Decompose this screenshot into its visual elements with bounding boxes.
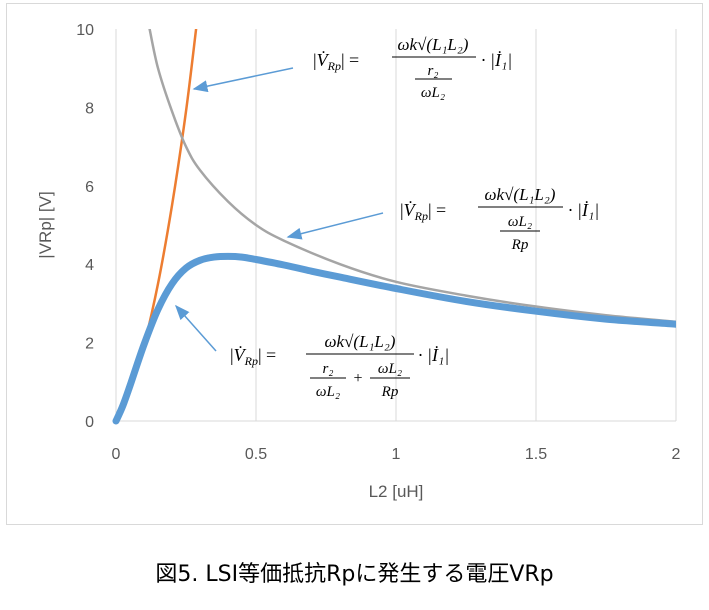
formula-orange-lhs: |V̇Rp| = — [313, 49, 359, 73]
y-tick-label: 10 — [76, 22, 94, 39]
formula-gray-numerator: ωk√(L₁L₂) — [485, 185, 556, 204]
formula-orange: |V̇Rp| = ωk√(L₁L₂) r₂ ωL₂ · |İ₁| — [313, 35, 512, 101]
formula-orange-factor: · |İ₁| — [481, 50, 512, 70]
formula-blue-den-a-bottom: ωL₂ — [316, 384, 340, 400]
y-axis-title: |VRp| [V] — [36, 191, 55, 258]
formula-gray-den-top: ωL₂ — [508, 214, 532, 230]
formula-blue-den-a-top: r₂ — [322, 361, 333, 377]
annotation-arrow-blue — [175, 304, 217, 352]
y-tick-label: 6 — [85, 179, 94, 196]
formula-blue-plus: + — [353, 370, 362, 387]
series-line-1 — [114, 29, 198, 423]
x-tick-label: 2 — [672, 446, 681, 463]
x-tick-label: 0.5 — [245, 446, 267, 463]
axis-layer: 0 0.5 1 1.5 2 0 2 4 6 8 10 — [76, 22, 680, 463]
x-tick-label: 1.5 — [525, 446, 547, 463]
y-tick-label: 2 — [85, 336, 94, 353]
x-tick-label: 0 — [112, 446, 121, 463]
y-tick-label: 0 — [85, 414, 94, 431]
x-axis-title: L2 [uH] — [369, 482, 424, 501]
annotation-arrow-orange — [192, 67, 294, 93]
series-line-3 — [112, 252, 676, 425]
formula-blue-factor: · |İ₁| — [418, 345, 449, 365]
formula-blue-lhs: |V̇Rp| = — [230, 344, 276, 368]
series-layer — [112, 29, 676, 425]
chart-svg: 0 0.5 1 1.5 2 0 2 4 6 8 10 L2 [uH] |VRp| [V] |V̇Rp… — [36, 22, 681, 501]
formula-blue: |V̇Rp| = ωk√(L₁L₂) r₂ ωL₂ + ωL₂ Rp · |İ₁… — [230, 332, 449, 400]
formula-orange-numerator: ωk√(L₁L₂) — [398, 35, 469, 54]
formula-blue-den-b-bottom: Rp — [381, 384, 399, 400]
formula-orange-den-bottom: ωL₂ — [421, 85, 445, 101]
formula-blue-numerator: ωk√(L₁L₂) — [325, 332, 396, 351]
figure-caption: 図5. LSI等価抵抗Rpに発生する電圧VRp — [155, 562, 554, 587]
chart-frame — [6, 3, 703, 525]
formula-gray: |V̇Rp| = ωk√(L₁L₂) ωL₂ Rp · |İ₁| — [400, 185, 599, 253]
formula-orange-den-top: r₂ — [427, 63, 438, 79]
annotation-arrow-gray — [286, 212, 384, 240]
formula-blue-den-b-top: ωL₂ — [378, 361, 402, 377]
x-tick-label: 1 — [392, 446, 401, 463]
y-tick-label: 4 — [85, 257, 94, 274]
formula-gray-den-bottom: Rp — [511, 237, 529, 253]
series-line-2 — [148, 29, 676, 324]
y-tick-label: 8 — [85, 100, 94, 117]
formula-gray-lhs: |V̇Rp| = — [400, 199, 446, 223]
formula-gray-factor: · |İ₁| — [568, 200, 599, 220]
